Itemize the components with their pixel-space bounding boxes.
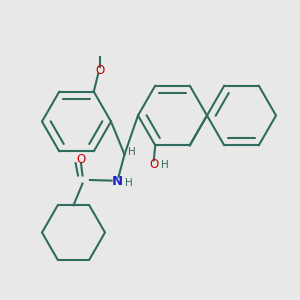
Text: O: O — [76, 153, 85, 166]
Text: H: H — [124, 178, 132, 188]
Text: H: H — [128, 147, 136, 157]
Text: H: H — [161, 160, 169, 170]
Text: N: N — [111, 175, 123, 188]
Text: O: O — [95, 64, 104, 77]
Text: O: O — [149, 158, 158, 171]
